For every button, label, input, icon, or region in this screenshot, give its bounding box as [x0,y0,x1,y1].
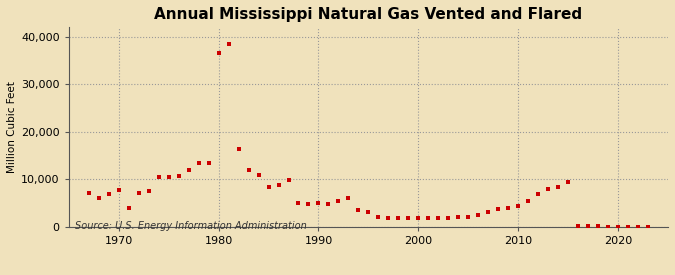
Point [243,168,254,172]
Point [632,224,643,229]
Text: Source: U.S. Energy Information Administration: Source: U.S. Energy Information Administ… [75,221,306,231]
Point [503,206,514,210]
Point [303,202,314,207]
Point [153,175,164,179]
Point [613,224,624,229]
Point [93,195,104,200]
Point [143,189,154,194]
Point [533,191,543,196]
Title: Annual Mississippi Natural Gas Vented and Flared: Annual Mississippi Natural Gas Vented an… [155,7,583,22]
Point [383,215,394,220]
Point [343,196,354,201]
Point [133,191,144,195]
Point [124,206,134,210]
Point [463,214,474,219]
Point [233,146,244,151]
Point [263,185,274,189]
Point [483,210,493,214]
Point [113,188,124,192]
Point [363,210,374,214]
Point [413,216,424,221]
Point [253,172,264,177]
Point [203,161,214,165]
Point [293,201,304,205]
Point [623,224,634,229]
Point [83,191,94,195]
Point [283,178,294,183]
Point [223,42,234,46]
Y-axis label: Million Cubic Feet: Million Cubic Feet [7,81,17,173]
Point [323,202,334,207]
Point [473,213,484,217]
Point [493,207,504,211]
Point [593,224,603,228]
Point [433,216,443,221]
Point [373,214,384,219]
Point [453,214,464,219]
Point [643,224,653,229]
Point [543,187,554,191]
Point [423,215,434,220]
Point [353,208,364,213]
Point [173,174,184,178]
Point [393,216,404,221]
Point [523,199,534,203]
Point [553,185,564,189]
Point [443,215,454,220]
Point [403,216,414,221]
Point [563,180,574,184]
Point [103,191,114,196]
Point [583,224,593,228]
Point [573,224,584,228]
Point [513,204,524,208]
Point [163,175,174,179]
Point [193,161,204,165]
Point [213,51,224,56]
Point [273,183,284,187]
Point [333,199,344,203]
Point [313,201,324,205]
Point [183,168,194,172]
Point [603,224,614,229]
